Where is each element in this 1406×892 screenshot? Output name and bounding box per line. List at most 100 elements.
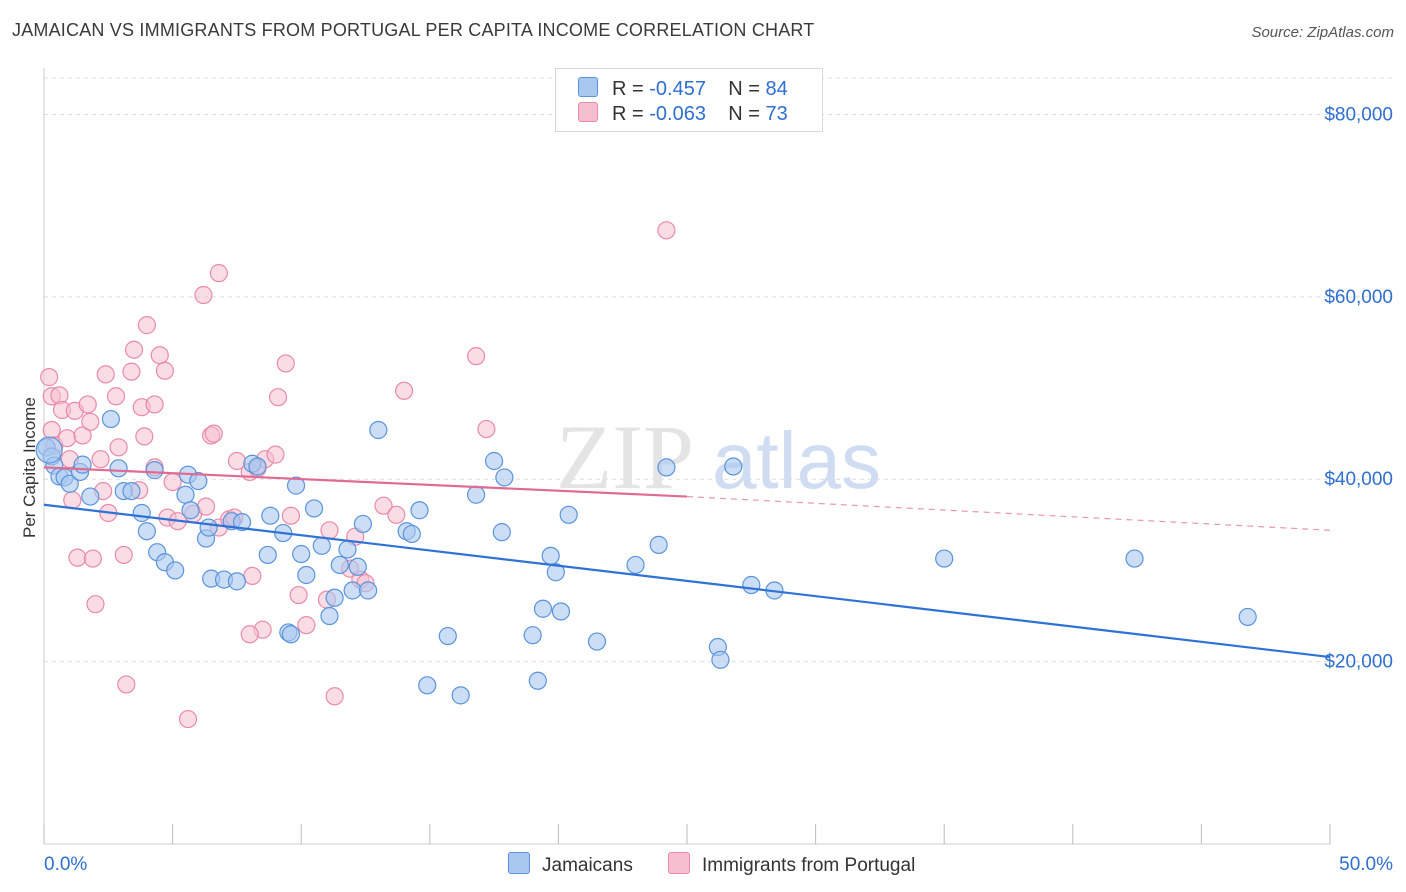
data-point-jamaicans [338,540,357,559]
data-point-portugal [276,354,295,373]
data-point-jamaicans [495,468,514,487]
data-point-jamaicans [292,544,311,564]
data-point-portugal [117,675,136,694]
trend-lines [43,466,1331,659]
source-label: Source: ZipAtlas.com [1251,24,1394,41]
data-point-jamaicans [343,581,362,600]
data-point-portugal [86,595,105,614]
data-point-portugal [466,347,486,366]
legend-row-portugal: R = -0.063 N = 73 [578,102,788,128]
data-point-jamaicans [248,457,267,476]
data-point-portugal [155,361,174,380]
data-point-portugal [91,450,110,469]
data-point-jamaicans [358,581,378,600]
data-point-jamaicans [485,451,504,471]
data-point-jamaicans [418,676,437,695]
legend-r-label: R = [612,103,644,125]
data-point-portugal [281,506,301,525]
bottom-legend-swatch-pink [668,852,690,874]
data-point-jamaicans [626,555,645,575]
y-tick-label: $60,000 [1324,287,1393,308]
legend-n-value: 73 [765,103,788,125]
data-point-jamaicans [181,501,200,520]
data-point-jamaicans [320,606,339,626]
data-point-jamaicans [132,503,151,523]
data-point-jamaicans [353,514,373,534]
data-point-jamaicans [492,523,511,542]
data-point-portugal [394,381,414,400]
data-point-jamaicans [330,555,349,575]
y-tick-label: $40,000 [1324,469,1393,490]
data-point-portugal [78,395,97,414]
legend-r-value: -0.063 [649,103,706,125]
data-point-portugal [63,491,82,510]
legend-r-label: R = [612,78,644,100]
data-point-portugal [114,545,133,565]
stats-legend: R = -0.457 N = 84 R = -0.063 N = 73 [555,68,823,132]
data-point-jamaicans [232,512,252,532]
y-tick-label: $80,000 [1324,104,1393,125]
data-point-jamaicans [199,518,218,537]
data-point-jamaicans [1125,549,1144,568]
data-point-jamaicans [466,485,486,504]
data-point-portugal [81,412,100,431]
data-point-jamaicans [304,499,324,518]
data-point-portugal [204,424,223,443]
data-point-portugal [135,427,154,446]
data-point-portugal [240,625,259,644]
bottom-legend-jamaicans: Jamaicans [508,852,633,877]
data-point-jamaicans [109,459,128,478]
data-point-jamaicans [742,575,761,595]
data-point-jamaicans [402,524,421,544]
data-point-jamaicans [137,522,156,541]
data-point-portugal [73,426,92,445]
data-point-portugal [243,566,262,586]
data-point-jamaicans [227,572,246,591]
data-point-portugal [387,505,406,524]
data-point-jamaicans [261,506,280,525]
data-point-jamaicans [166,561,185,580]
data-point-jamaicans [438,626,457,646]
watermark: ZIP atlas [556,406,881,508]
data-point-jamaicans [533,599,553,618]
data-point-portugal [268,388,288,407]
data-point-portugal [145,395,164,414]
series-jamaicans [35,409,1257,705]
data-point-jamaicans [559,505,578,524]
data-point-portugal [109,438,128,457]
data-point-jamaicans [101,409,120,429]
trend-line-portugal-extension [686,495,1331,531]
x-tick-label: 0.0% [44,854,87,875]
data-point-jamaicans [258,545,277,565]
data-point-portugal [477,419,496,439]
legend-n-label: N = [728,103,760,125]
data-point-jamaicans [60,474,79,493]
data-point-jamaicans [348,557,367,576]
data-point-portugal [289,585,308,605]
data-point-jamaicans [281,625,301,644]
data-point-portugal [194,285,213,305]
data-point-portugal [42,420,61,440]
bottom-legend-portugal: Immigrants from Portugal [668,852,915,877]
data-point-jamaicans [528,671,547,690]
trend-line-jamaicans [43,503,1331,659]
data-point-jamaicans [657,458,676,477]
tick-labels: $20,000 $40,000 $60,000 $80,000 0.0% 50.0% [44,104,1393,875]
data-point-portugal [325,687,344,706]
data-point-jamaicans [546,563,565,582]
data-point-portugal [196,497,216,516]
data-point-portugal [122,362,141,381]
data-point-jamaicans [541,546,560,565]
data-point-jamaicans [81,487,100,506]
legend-r-value: -0.457 [649,78,706,100]
data-point-jamaicans [73,455,92,474]
watermark-atlas: atlas [712,416,881,505]
data-point-portugal [209,264,228,283]
legend-swatch-blue [578,77,598,97]
y-axis-label: Per Capita Income [20,397,39,538]
data-point-portugal [83,549,102,568]
trend-line-portugal [43,466,688,498]
data-point-jamaicans [122,481,141,501]
data-point-portugal [163,472,182,492]
